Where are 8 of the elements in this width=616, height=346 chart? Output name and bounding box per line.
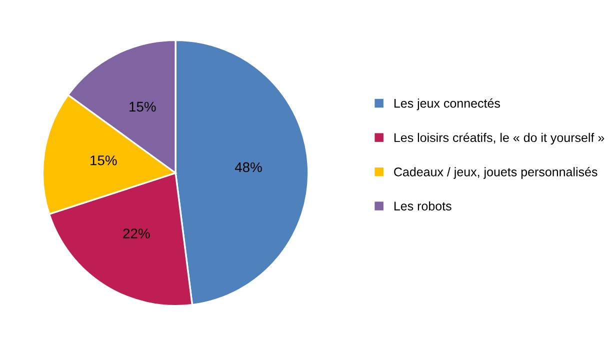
legend-label: Cadeaux / jeux, jouets personnalisés xyxy=(394,167,598,179)
data-label: 48% xyxy=(234,162,262,172)
legend-label: Les jeux connectés xyxy=(394,98,500,110)
data-label: 15% xyxy=(90,156,117,166)
data-label: 22% xyxy=(123,228,150,238)
data-label: 15% xyxy=(130,102,156,112)
legend-label: Les loisirs créatifs, le « do it yourself » xyxy=(394,132,604,145)
legend-label: Les robots xyxy=(394,201,452,211)
